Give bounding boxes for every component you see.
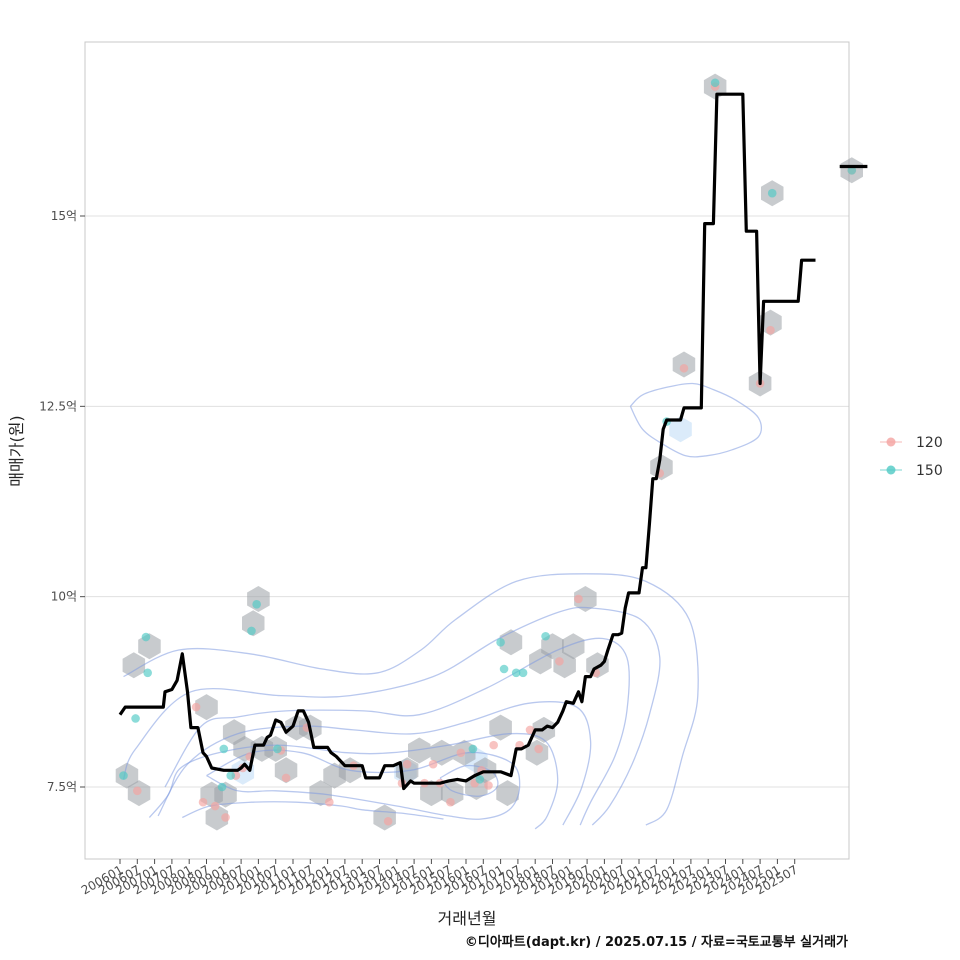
point-150-19 bbox=[767, 188, 777, 198]
point-120-24 bbox=[489, 740, 498, 750]
point-150-4 bbox=[217, 782, 227, 792]
legend-label-150: 150 bbox=[916, 463, 943, 479]
point-150-7 bbox=[247, 626, 256, 636]
hex-bin-14 bbox=[274, 757, 298, 784]
point-120-13 bbox=[383, 816, 393, 826]
point-120-28 bbox=[555, 657, 564, 666]
y-tick-label-1: 10억 bbox=[51, 590, 77, 604]
density-contour-3 bbox=[157, 701, 592, 826]
point-150-1 bbox=[131, 714, 140, 723]
point-120-4 bbox=[221, 813, 230, 822]
y-tick-label-3: 15억 bbox=[51, 209, 77, 223]
point-120-1 bbox=[191, 702, 201, 712]
hex-bin-6 bbox=[205, 804, 229, 831]
point-120-3 bbox=[210, 801, 220, 811]
point-120-17 bbox=[428, 759, 438, 769]
hex-bin-44 bbox=[759, 309, 782, 336]
legend: 120 150 bbox=[880, 435, 943, 479]
point-120-27 bbox=[534, 744, 543, 754]
point-150-10 bbox=[468, 744, 478, 754]
point-120-15 bbox=[402, 759, 412, 769]
hex-bin-light-3 bbox=[669, 416, 692, 443]
point-120-26 bbox=[525, 725, 535, 735]
density-contour-7 bbox=[439, 764, 499, 797]
point-150-9 bbox=[273, 744, 282, 754]
point-120-2 bbox=[198, 797, 208, 807]
trend-lines bbox=[118, 92, 868, 791]
hex-bin-4 bbox=[195, 694, 218, 721]
point-150-14 bbox=[511, 668, 521, 678]
legend-label-120: 120 bbox=[916, 435, 943, 451]
density-contour-1 bbox=[122, 606, 661, 826]
point-150-18 bbox=[710, 78, 720, 88]
hex-bin-30 bbox=[496, 780, 519, 807]
y-tick-label-2: 12.5억 bbox=[39, 399, 77, 413]
caption: ©디아파트(dapt.kr) / 2025.07.15 / 자료=국토교통부 실… bbox=[465, 934, 848, 950]
legend-key-point-120 bbox=[886, 437, 896, 447]
point-150-11 bbox=[475, 775, 485, 784]
y-axis-title: 매매가(원) bbox=[7, 415, 26, 486]
point-120-32 bbox=[679, 363, 689, 373]
point-150-15 bbox=[518, 668, 528, 678]
hex-bin-37 bbox=[562, 633, 585, 660]
point-150-0 bbox=[119, 771, 128, 780]
density-contour-0 bbox=[123, 573, 699, 826]
point-120-11 bbox=[325, 797, 334, 807]
legend-item-120: 120 bbox=[880, 435, 943, 451]
trend-line bbox=[118, 92, 816, 791]
point-120-19 bbox=[446, 797, 455, 807]
y-tick-label-0: 7.5억 bbox=[47, 780, 77, 794]
hex-bin-24 bbox=[430, 739, 453, 766]
plot-panel bbox=[84, 41, 850, 860]
point-150-12 bbox=[496, 638, 505, 647]
point-120-20 bbox=[456, 748, 466, 758]
point-150-16 bbox=[541, 631, 550, 641]
legend-key-point-150 bbox=[886, 465, 896, 475]
point-120-35 bbox=[766, 325, 775, 335]
point-120-29 bbox=[574, 594, 583, 604]
legend-item-150: 150 bbox=[880, 463, 943, 479]
hex-bin-38 bbox=[574, 586, 597, 612]
point-150-5 bbox=[219, 744, 229, 754]
x-axis: 2006012006072007012007072008012008072009… bbox=[79, 859, 800, 898]
density-contour-4 bbox=[148, 732, 559, 830]
point-150-2 bbox=[141, 632, 151, 642]
x-axis-title: 거래년월 bbox=[438, 909, 497, 928]
point-150-13 bbox=[499, 664, 509, 674]
point-120-9 bbox=[281, 773, 291, 783]
point-120-0 bbox=[133, 786, 142, 796]
hex-bin-22 bbox=[408, 737, 431, 764]
point-150-6 bbox=[226, 771, 236, 780]
hex-bin-1 bbox=[122, 652, 146, 679]
point-150-20 bbox=[847, 166, 857, 175]
point-150-3 bbox=[143, 668, 152, 678]
density-contour-8 bbox=[629, 382, 763, 458]
y-axis: 7.5억 10억 12.5억 15억 bbox=[39, 209, 85, 794]
point-150-8 bbox=[252, 599, 261, 609]
point-120-23 bbox=[484, 781, 493, 790]
density-contour-6 bbox=[206, 749, 521, 820]
density-contour-2 bbox=[164, 637, 630, 826]
